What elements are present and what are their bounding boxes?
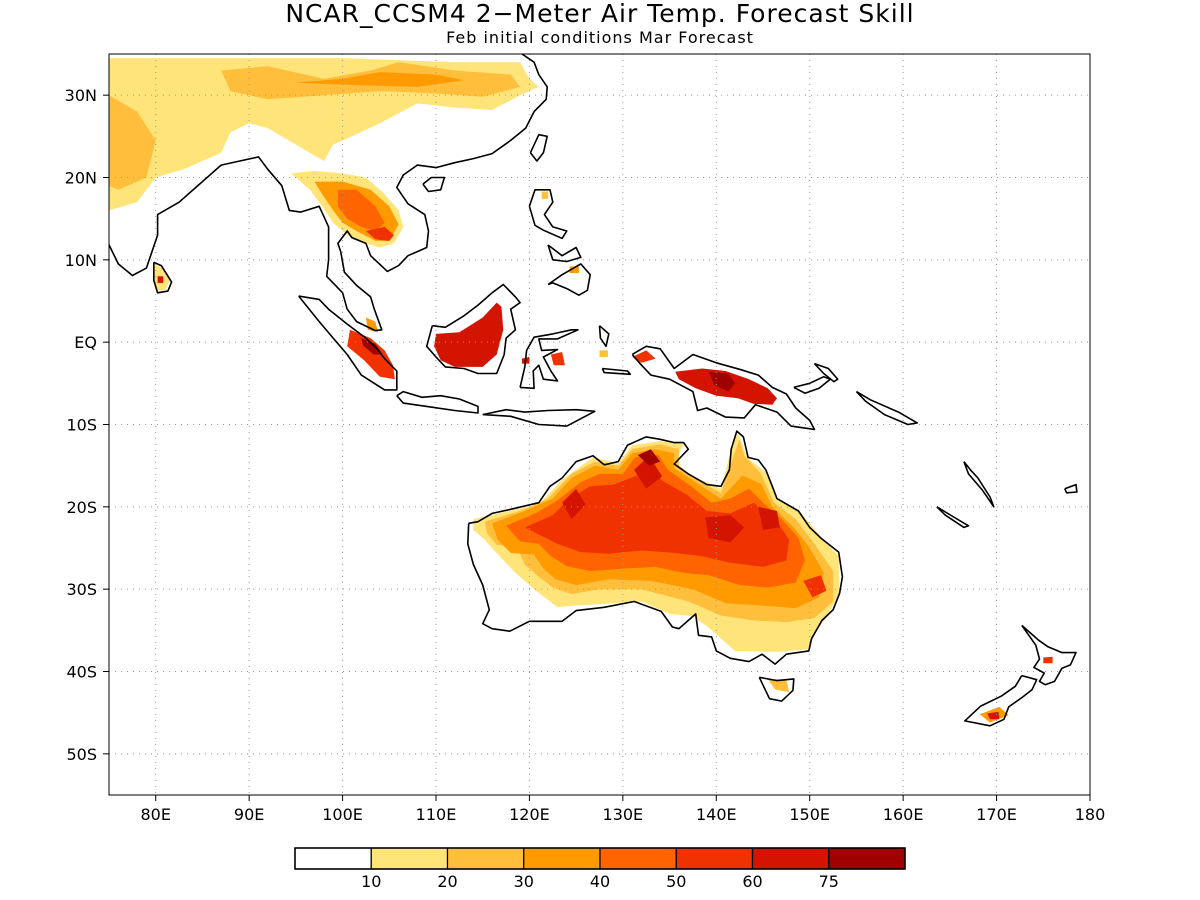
colorbar-label: 30 — [514, 872, 534, 891]
skill-region-34 — [767, 678, 790, 693]
coastline-visayas — [547, 244, 582, 263]
skill-region-36 — [987, 711, 1000, 720]
lon-tick-label: 180 — [1075, 805, 1106, 824]
colorbar-swatch-5 — [599, 847, 677, 870]
colorbar-swatch-4 — [523, 847, 601, 870]
plot-background — [109, 54, 1090, 795]
coastline-lesser-sunda — [482, 408, 596, 427]
skill-region-9 — [365, 317, 379, 333]
skill-region-27 — [524, 465, 790, 567]
colorbar-swatch-1 — [294, 847, 372, 870]
lat-tick-label: 30S — [66, 580, 97, 599]
coastline-sulawesi — [519, 328, 579, 390]
skill-region-11 — [157, 276, 164, 283]
lat-tick-label: EQ — [74, 333, 97, 352]
lon-tick-label: 150E — [789, 805, 830, 824]
colorbar: 10 20 30 40 50 60 75 — [294, 847, 906, 891]
colorbar-label: 75 — [819, 872, 839, 891]
colorbar-swatch-7 — [751, 847, 830, 870]
coastline-sumatra — [298, 295, 398, 391]
coastline-hainan — [422, 176, 446, 193]
coastline-seram — [601, 367, 632, 376]
coastline-new-guinea — [631, 345, 816, 431]
colorbar-label: 60 — [742, 872, 762, 891]
skill-region-17 — [569, 266, 579, 273]
coastline-taiwan — [529, 133, 549, 162]
lon-tick-label: 110E — [416, 805, 457, 824]
skill-region-15 — [550, 352, 565, 366]
skill-region-31 — [758, 506, 780, 530]
chart-title: NCAR_CCSM4 2−Meter Air Temp. Forecast Sk… — [285, 0, 915, 28]
lat-tick-label: 20N — [65, 169, 97, 188]
skill-region-33 — [803, 575, 827, 598]
coastline-borneo — [425, 283, 521, 375]
skill-region-37 — [1043, 656, 1053, 664]
coastline-nz-south-island — [963, 674, 1038, 727]
colorbar-swatch-6 — [675, 847, 754, 870]
lon-tick-label: 100E — [322, 805, 363, 824]
skill-region-30 — [705, 515, 745, 543]
lat-tick-label: 30N — [65, 86, 97, 105]
skill-region-2 — [109, 95, 156, 190]
colorbar-label: 40 — [590, 872, 610, 891]
coastline-mindanao — [547, 263, 592, 297]
skill-region-18 — [541, 191, 549, 199]
skill-region-14 — [434, 302, 504, 367]
coastline-new-caledonia — [936, 506, 970, 529]
coastline-nz-north-island — [1021, 624, 1077, 686]
chart-subtitle: Feb initial conditions Mar Forecast — [446, 28, 754, 47]
coastline-luzon — [528, 189, 568, 240]
coastline-fiji — [1064, 483, 1078, 494]
coastline-sri-lanka — [153, 261, 173, 294]
lon-tick-label: 130E — [603, 805, 644, 824]
coastline-solomon-islands — [855, 390, 919, 426]
lon-tick-label: 170E — [976, 805, 1017, 824]
colorbar-swatch-3 — [446, 847, 525, 870]
colorbar-swatch-2 — [370, 847, 449, 870]
skill-region-28 — [562, 488, 586, 520]
lon-tick-label: 120E — [509, 805, 550, 824]
coastline-vanuatu — [963, 461, 995, 508]
skill-region-4 — [295, 72, 464, 87]
lon-tick-label: 80E — [140, 805, 170, 824]
colorbar-label: 20 — [437, 872, 457, 891]
lat-tick-label: 10S — [66, 416, 97, 435]
coastline-halmahera — [598, 325, 610, 348]
lon-tick-label: 90E — [234, 805, 264, 824]
skill-region-22 — [599, 350, 608, 357]
lat-tick-label: 10N — [65, 251, 97, 270]
lon-tick-label: 140E — [696, 805, 737, 824]
skill-region-21 — [632, 350, 656, 363]
lat-tick-label: 50S — [66, 745, 97, 764]
skill-region-1 — [109, 58, 539, 211]
skill-region-20 — [708, 371, 735, 392]
coastline-new-ireland — [813, 362, 839, 383]
skill-region-8 — [365, 226, 394, 241]
skill-region-32 — [637, 449, 661, 466]
colorbar-frame — [294, 847, 906, 870]
coastline-java — [396, 390, 479, 414]
lat-tick-label: 20S — [66, 498, 97, 517]
coastline-tasmania — [758, 676, 795, 702]
coastline-australia — [466, 430, 844, 665]
lon-tick-label: 160E — [883, 805, 924, 824]
coastline-asia-mainland — [109, 54, 549, 332]
skill-region-12 — [347, 329, 395, 380]
colorbar-swatch-8 — [828, 847, 906, 870]
skill-region-7 — [337, 189, 385, 231]
colorbar-label: 50 — [666, 872, 686, 891]
skill-region-29 — [634, 455, 663, 489]
colorbar-label: 10 — [361, 872, 381, 891]
lat-tick-label: 40S — [66, 663, 97, 682]
